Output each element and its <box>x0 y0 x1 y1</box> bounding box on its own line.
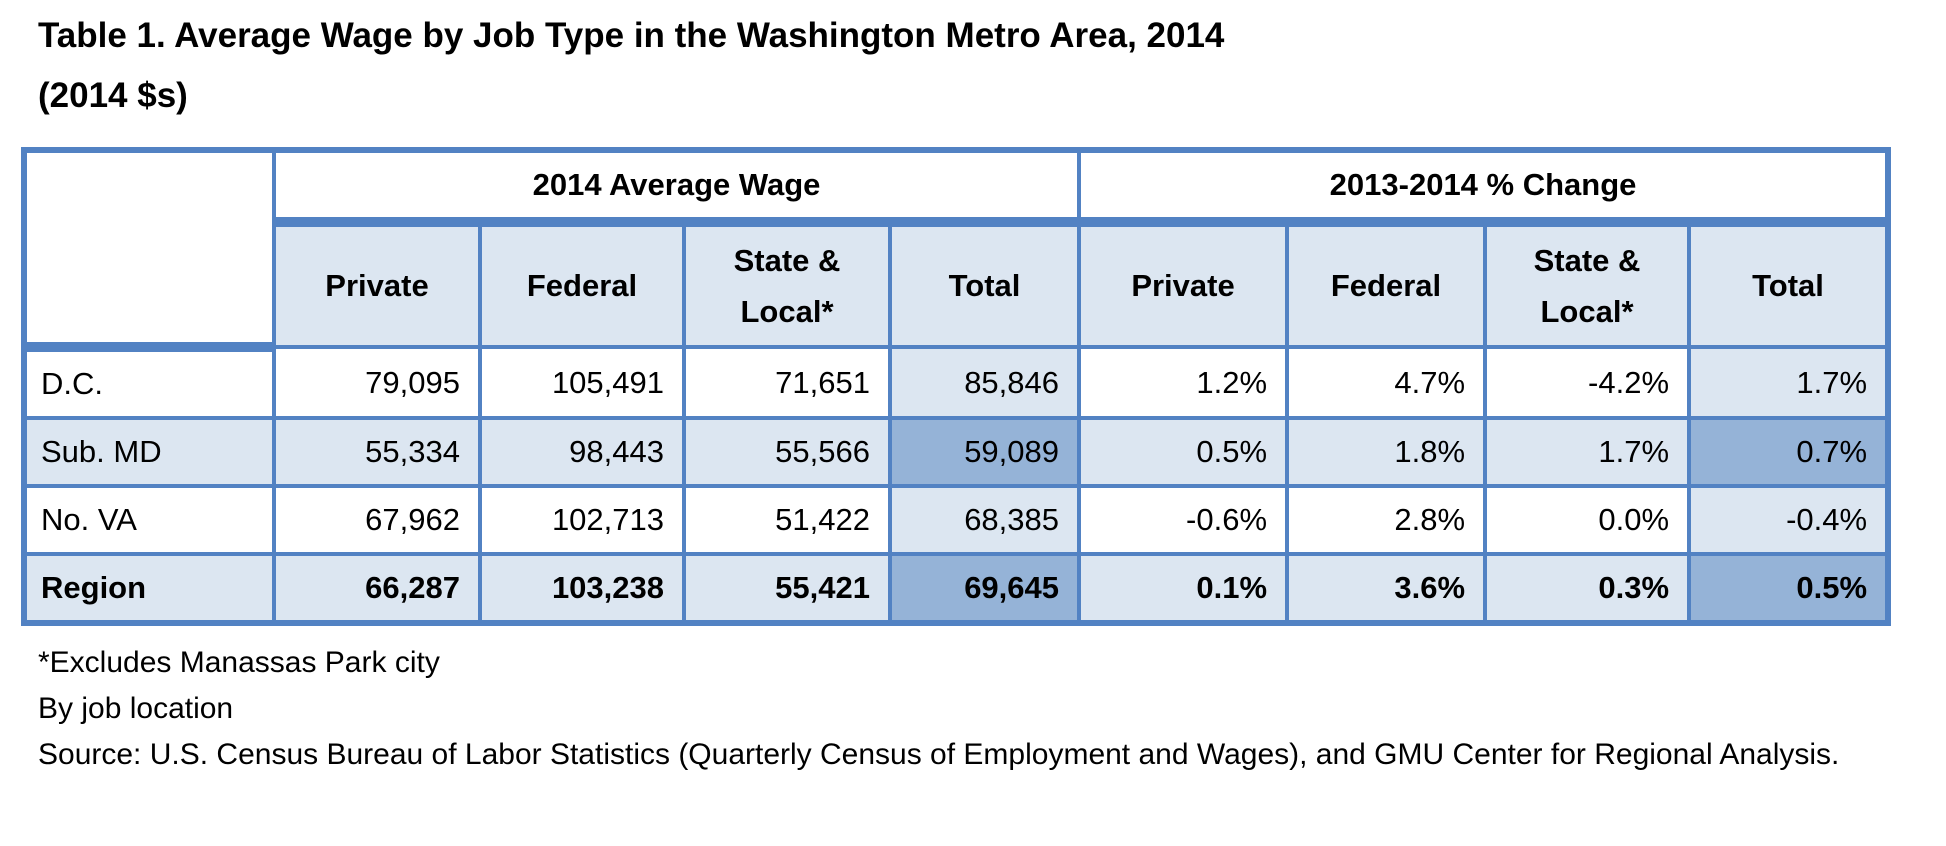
cell-change-state-local: 0.0% <box>1483 484 1692 556</box>
cell-wage-total: 68,385 <box>887 484 1082 556</box>
title-line-1: Table 1. Average Wage by Job Type in the… <box>38 16 1225 55</box>
table-row-region: Region 66,287 103,238 55,421 69,645 0.1%… <box>22 552 1891 625</box>
cell-wage-private: 55,334 <box>272 416 482 488</box>
cell-wage-total: 69,645 <box>887 552 1082 625</box>
cell-wage-private: 79,095 <box>272 345 482 420</box>
cell-change-total: -0.4% <box>1687 484 1891 556</box>
row-label: Region <box>22 552 276 625</box>
cell-wage-federal: 103,238 <box>478 552 686 625</box>
cell-change-federal: 4.7% <box>1285 345 1488 420</box>
footnote-source: Source: U.S. Census Bureau of Labor Stat… <box>38 738 1840 771</box>
cell-wage-state-local: 55,421 <box>682 552 892 625</box>
title-line-2: (2014 $s) <box>38 76 188 115</box>
col-header-wage-federal: Federal <box>478 220 686 349</box>
cell-change-state-local: 0.3% <box>1483 552 1692 625</box>
cell-change-federal: 1.8% <box>1285 416 1488 488</box>
cell-wage-federal: 102,713 <box>478 484 686 556</box>
group-header-pct-change: 2013-2014 % Change <box>1077 148 1891 227</box>
row-label: Sub. MD <box>22 416 276 488</box>
cell-change-total: 0.7% <box>1687 416 1891 488</box>
footnotes: *Excludes Manassas Park city By job loca… <box>38 640 1839 778</box>
cell-change-federal: 2.8% <box>1285 484 1488 556</box>
cell-wage-state-local: 71,651 <box>682 345 892 420</box>
col-header-wage-total: Total <box>887 220 1082 349</box>
cell-change-private: 0.5% <box>1077 416 1290 488</box>
cell-change-state-local: -4.2% <box>1483 345 1692 420</box>
cell-wage-federal: 105,491 <box>478 345 686 420</box>
cell-wage-private: 67,962 <box>272 484 482 556</box>
row-label: D.C. <box>22 345 276 420</box>
cell-change-total: 0.5% <box>1687 552 1891 625</box>
cell-wage-state-local: 55,566 <box>682 416 892 488</box>
cell-change-private: -0.6% <box>1077 484 1290 556</box>
cell-wage-total: 59,089 <box>887 416 1082 488</box>
cell-change-state-local: 1.7% <box>1483 416 1692 488</box>
cell-change-private: 0.1% <box>1077 552 1290 625</box>
cell-wage-private: 66,287 <box>272 552 482 625</box>
footnote-excludes: *Excludes Manassas Park city <box>38 646 440 679</box>
row-label: No. VA <box>22 484 276 556</box>
group-header-row: 2014 Average Wage 2013-2014 % Change <box>22 148 1891 352</box>
col-header-change-private: Private <box>1077 220 1290 349</box>
col-header-wage-private: Private <box>272 220 482 349</box>
cell-wage-total: 85,846 <box>887 345 1082 420</box>
col-header-change-total: Total <box>1687 220 1891 349</box>
cell-wage-federal: 98,443 <box>478 416 686 488</box>
col-header-wage-state-local: State & Local* <box>682 220 892 349</box>
table-row-no-va: No. VA 67,962 102,713 51,422 68,385 -0.6… <box>22 484 1891 556</box>
cell-change-federal: 3.6% <box>1285 552 1488 625</box>
table-title: Table 1. Average Wage by Job Type in the… <box>38 6 1224 126</box>
col-header-change-federal: Federal <box>1285 220 1488 349</box>
cell-change-private: 1.2% <box>1077 345 1290 420</box>
footnote-job-location: By job location <box>38 692 234 725</box>
col-header-change-state-local: State & Local* <box>1483 220 1692 349</box>
column-header-row: Private Federal State & Local* Total Pri… <box>24 220 1891 349</box>
group-header-average-wage: 2014 Average Wage <box>271 148 1082 227</box>
cell-wage-state-local: 51,422 <box>682 484 892 556</box>
average-wage-table: 2014 Average Wage 2013-2014 % Change Pri… <box>21 147 1892 626</box>
table-row-sub-md: Sub. MD 55,334 98,443 55,566 59,089 0.5%… <box>22 416 1891 488</box>
cell-change-total: 1.7% <box>1687 345 1891 420</box>
table-row-dc: D.C. 79,095 105,491 71,651 85,846 1.2% 4… <box>22 345 1891 420</box>
corner-cell <box>22 148 276 352</box>
